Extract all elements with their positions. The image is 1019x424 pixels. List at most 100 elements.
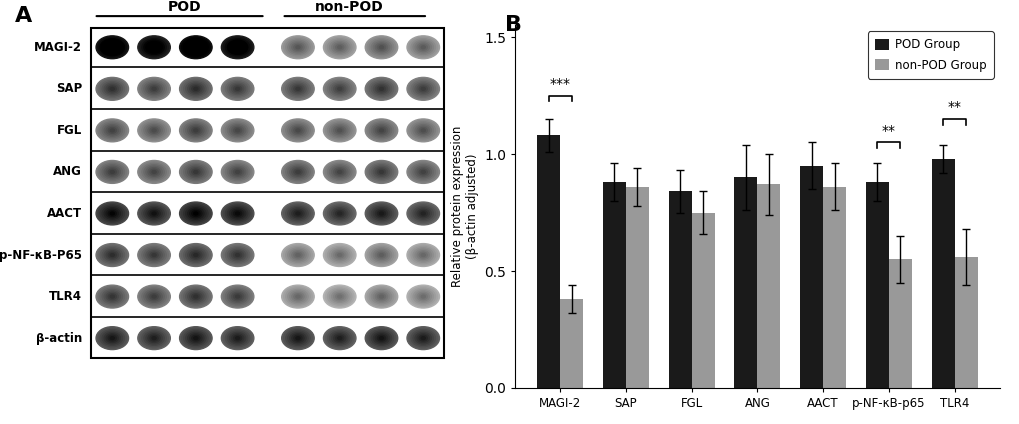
- Ellipse shape: [411, 163, 435, 181]
- Ellipse shape: [110, 337, 114, 340]
- Ellipse shape: [379, 46, 383, 49]
- Ellipse shape: [150, 45, 158, 50]
- Ellipse shape: [148, 334, 160, 343]
- Ellipse shape: [407, 327, 439, 349]
- Ellipse shape: [419, 86, 427, 92]
- Ellipse shape: [337, 129, 341, 132]
- Ellipse shape: [140, 328, 168, 348]
- Ellipse shape: [227, 123, 248, 137]
- Ellipse shape: [233, 252, 242, 258]
- Ellipse shape: [146, 291, 162, 302]
- Ellipse shape: [98, 79, 126, 99]
- Ellipse shape: [106, 126, 118, 135]
- Ellipse shape: [409, 204, 437, 223]
- Text: **: **: [947, 100, 961, 114]
- Ellipse shape: [331, 249, 347, 261]
- Ellipse shape: [413, 82, 433, 96]
- Ellipse shape: [138, 119, 170, 142]
- Ellipse shape: [96, 161, 128, 183]
- Ellipse shape: [409, 120, 437, 140]
- Ellipse shape: [110, 254, 114, 257]
- Ellipse shape: [415, 42, 431, 53]
- Ellipse shape: [379, 254, 383, 257]
- Ellipse shape: [291, 209, 304, 218]
- Ellipse shape: [190, 334, 202, 343]
- Ellipse shape: [411, 122, 435, 139]
- Ellipse shape: [323, 285, 356, 308]
- Ellipse shape: [417, 43, 429, 52]
- Ellipse shape: [179, 161, 212, 183]
- Ellipse shape: [417, 126, 429, 135]
- Ellipse shape: [285, 205, 310, 222]
- Ellipse shape: [146, 208, 162, 219]
- Ellipse shape: [327, 288, 352, 305]
- Ellipse shape: [407, 119, 439, 142]
- Ellipse shape: [283, 245, 312, 265]
- Ellipse shape: [102, 82, 122, 96]
- Ellipse shape: [415, 332, 431, 344]
- Ellipse shape: [229, 208, 246, 219]
- Ellipse shape: [225, 122, 250, 139]
- Ellipse shape: [407, 285, 439, 308]
- Ellipse shape: [373, 83, 389, 95]
- Ellipse shape: [187, 166, 204, 178]
- Ellipse shape: [421, 212, 425, 215]
- Ellipse shape: [325, 37, 354, 57]
- Ellipse shape: [417, 251, 429, 259]
- Ellipse shape: [233, 335, 242, 341]
- Ellipse shape: [333, 251, 345, 259]
- Ellipse shape: [285, 163, 310, 181]
- Ellipse shape: [192, 86, 200, 92]
- Ellipse shape: [329, 123, 350, 137]
- Ellipse shape: [140, 287, 168, 307]
- Ellipse shape: [146, 249, 162, 261]
- Ellipse shape: [225, 163, 250, 181]
- Ellipse shape: [283, 79, 312, 99]
- Ellipse shape: [185, 290, 206, 304]
- Text: AACT: AACT: [47, 207, 83, 220]
- Ellipse shape: [227, 331, 248, 345]
- Ellipse shape: [223, 37, 252, 57]
- Ellipse shape: [281, 285, 314, 308]
- Ellipse shape: [415, 125, 431, 136]
- Ellipse shape: [98, 162, 126, 182]
- Ellipse shape: [281, 202, 314, 225]
- Ellipse shape: [377, 86, 385, 92]
- Ellipse shape: [287, 248, 308, 262]
- Ellipse shape: [281, 327, 314, 349]
- Ellipse shape: [102, 290, 122, 304]
- Ellipse shape: [289, 83, 306, 95]
- Ellipse shape: [335, 252, 343, 258]
- Ellipse shape: [104, 166, 120, 178]
- Ellipse shape: [187, 291, 204, 302]
- Ellipse shape: [142, 205, 166, 222]
- Ellipse shape: [235, 337, 239, 340]
- Ellipse shape: [365, 36, 397, 59]
- Ellipse shape: [333, 334, 345, 343]
- Ellipse shape: [375, 126, 387, 135]
- Ellipse shape: [108, 294, 116, 299]
- Ellipse shape: [287, 123, 308, 137]
- Ellipse shape: [409, 245, 437, 265]
- Ellipse shape: [181, 79, 210, 99]
- Ellipse shape: [296, 254, 300, 257]
- Ellipse shape: [194, 254, 198, 257]
- Ellipse shape: [333, 84, 345, 93]
- Text: POD: POD: [167, 0, 201, 14]
- Ellipse shape: [296, 46, 300, 49]
- Ellipse shape: [337, 87, 341, 90]
- Ellipse shape: [225, 288, 250, 305]
- Ellipse shape: [183, 39, 208, 56]
- Ellipse shape: [223, 120, 252, 140]
- Ellipse shape: [181, 120, 210, 140]
- Ellipse shape: [194, 87, 198, 90]
- Ellipse shape: [373, 249, 389, 261]
- Ellipse shape: [415, 249, 431, 261]
- Ellipse shape: [140, 245, 168, 265]
- Ellipse shape: [231, 209, 244, 218]
- Ellipse shape: [98, 37, 126, 57]
- Ellipse shape: [369, 288, 393, 305]
- Ellipse shape: [96, 202, 128, 225]
- Ellipse shape: [152, 170, 156, 173]
- Ellipse shape: [185, 248, 206, 262]
